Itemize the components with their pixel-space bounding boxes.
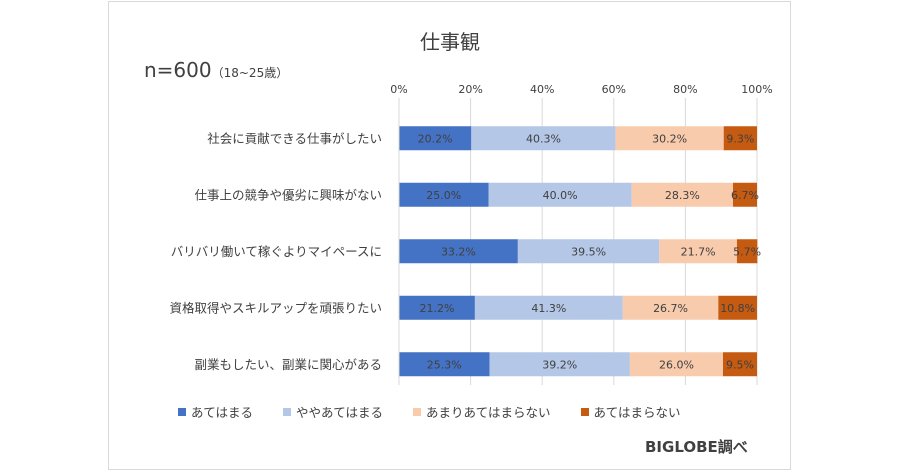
data-label: 25.0%: [426, 189, 461, 202]
legend-swatch: [283, 407, 292, 416]
data-label: 26.0%: [659, 358, 694, 371]
bar-segment: [517, 239, 660, 264]
data-label: 20.2%: [418, 132, 453, 145]
legend-label: ややあてはまる: [296, 405, 384, 420]
data-label: 33.2%: [441, 245, 476, 258]
bar-segment: [723, 126, 757, 151]
category-label: 副業もしたい、副業に関心がある: [194, 357, 382, 372]
data-label: 9.5%: [726, 358, 754, 371]
data-label: 39.2%: [542, 358, 577, 371]
legend-label: あてはまる: [191, 405, 254, 420]
data-label: 30.2%: [652, 132, 687, 145]
x-tick-label: 80%: [673, 83, 697, 96]
data-label: 9.3%: [726, 132, 754, 145]
legend: あてはまる ややあてはまる あまりあてはまらない あてはまらない: [178, 402, 711, 421]
bar-segment: [733, 182, 757, 207]
bar-segment: [622, 295, 719, 320]
legend-label: あまりあてはまらない: [426, 405, 551, 420]
bar-segment: [631, 182, 734, 207]
bar-segment: [471, 126, 616, 151]
data-label: 28.3%: [665, 189, 700, 202]
category-label: 資格取得やスキルアップを頑張りたい: [169, 300, 382, 315]
bar-segment: [659, 239, 737, 264]
legend-swatch: [580, 407, 589, 416]
data-label: 10.8%: [720, 302, 755, 315]
legend-swatch: [413, 407, 422, 416]
category-label: 仕事上の競争や優劣に興味がない: [194, 187, 382, 202]
sample-size: n=600: [144, 58, 212, 82]
data-label: 26.7%: [653, 302, 688, 315]
bar-segment: [399, 239, 518, 264]
x-tick-label: 40%: [530, 83, 554, 96]
bar-segment: [488, 182, 632, 207]
bar-segment: [718, 295, 757, 320]
data-label: 21.7%: [681, 245, 716, 258]
sample-size-label: n=600（18~25歳）: [144, 58, 288, 82]
bar-segment: [399, 295, 475, 320]
legend-item: あてはまらない: [580, 402, 681, 421]
bar-segment: [474, 295, 623, 320]
bar-segment: [399, 126, 472, 151]
data-label: 40.0%: [543, 189, 578, 202]
legend-swatch: [178, 407, 186, 416]
data-label: 41.3%: [531, 302, 566, 315]
data-label: 6.7%: [731, 189, 759, 202]
chart-frame: [108, 1, 791, 470]
legend-item: ややあてはまる: [283, 402, 383, 421]
data-label: 25.3%: [427, 358, 462, 371]
chart-title: 仕事観: [420, 30, 480, 54]
legend-item: あまりあてはまらない: [413, 402, 551, 421]
bar-segment: [629, 352, 723, 377]
data-label: 39.5%: [571, 245, 606, 258]
legend-label: あてはまらない: [593, 405, 681, 420]
data-label: 21.2%: [419, 302, 454, 315]
category-label: 社会に貢献できる仕事がしたい: [207, 131, 382, 146]
data-label: 5.7%: [733, 245, 761, 258]
source-credit: BIGLOBE調べ: [645, 438, 748, 456]
x-tick-label: 100%: [741, 83, 772, 96]
x-tick-label: 0%: [390, 83, 407, 96]
bar-segment: [615, 126, 724, 151]
bar-segment: [399, 352, 490, 377]
bar-segment: [722, 352, 757, 377]
sample-age-note: （18~25歳）: [211, 66, 289, 80]
x-tick-label: 60%: [602, 83, 626, 96]
data-label: 40.3%: [526, 132, 561, 145]
bar-segment: [489, 352, 630, 377]
category-label: バリバリ働いて稼ぐよりマイペースに: [171, 244, 382, 259]
bar-segment: [399, 182, 489, 207]
x-tick-label: 20%: [458, 83, 482, 96]
legend-item: あてはまる: [178, 402, 253, 421]
bar-segment: [736, 239, 758, 264]
